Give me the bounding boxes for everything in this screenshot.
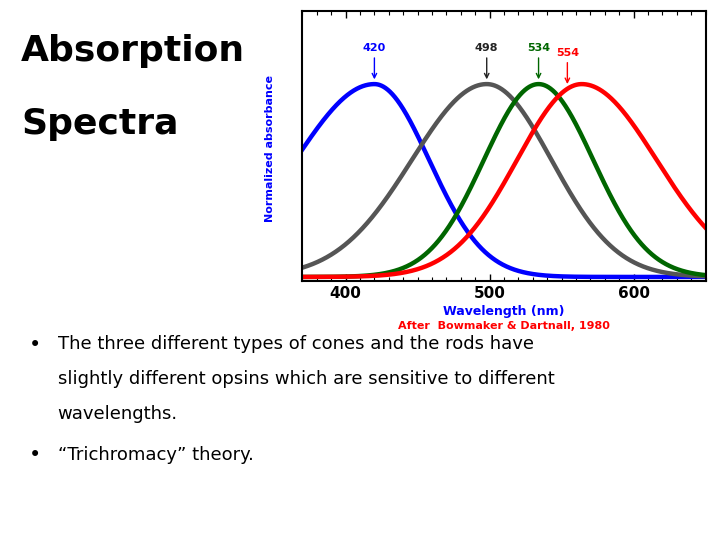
Text: 554: 554 xyxy=(556,48,579,58)
Text: Absorption: Absorption xyxy=(21,35,245,69)
Text: “Trichromacy” theory.: “Trichromacy” theory. xyxy=(58,446,253,463)
Text: wavelengths.: wavelengths. xyxy=(58,405,178,423)
Text: Spectra: Spectra xyxy=(21,107,179,141)
Text: Wavelength (nm): Wavelength (nm) xyxy=(444,305,564,318)
Text: slightly different opsins which are sensitive to different: slightly different opsins which are sens… xyxy=(58,370,554,388)
Text: 498: 498 xyxy=(475,43,498,53)
Text: •: • xyxy=(29,335,41,355)
Text: Normalized absorbance: Normalized absorbance xyxy=(265,75,275,222)
Text: 420: 420 xyxy=(363,43,386,53)
Text: The three different types of cones and the rods have: The three different types of cones and t… xyxy=(58,335,534,353)
Text: 534: 534 xyxy=(527,43,550,53)
Text: •: • xyxy=(29,446,41,465)
Text: After  Bowmaker & Dartnall, 1980: After Bowmaker & Dartnall, 1980 xyxy=(398,321,610,332)
